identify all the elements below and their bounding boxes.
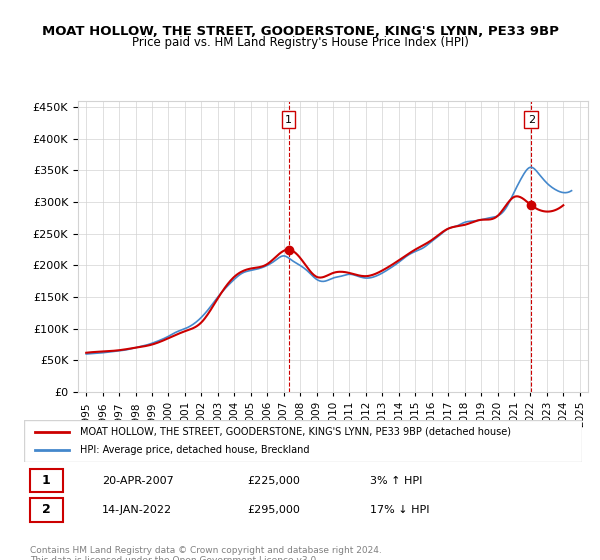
FancyBboxPatch shape <box>29 469 63 492</box>
Text: £225,000: £225,000 <box>247 476 300 486</box>
Text: Price paid vs. HM Land Registry's House Price Index (HPI): Price paid vs. HM Land Registry's House … <box>131 36 469 49</box>
Text: MOAT HOLLOW, THE STREET, GOODERSTONE, KING'S LYNN, PE33 9BP: MOAT HOLLOW, THE STREET, GOODERSTONE, KI… <box>41 25 559 38</box>
Text: HPI: Average price, detached house, Breckland: HPI: Average price, detached house, Brec… <box>80 445 310 455</box>
Text: Contains HM Land Registry data © Crown copyright and database right 2024.
This d: Contains HM Land Registry data © Crown c… <box>30 546 382 560</box>
Text: 17% ↓ HPI: 17% ↓ HPI <box>370 505 430 515</box>
Text: 1: 1 <box>42 474 50 487</box>
Text: 3% ↑ HPI: 3% ↑ HPI <box>370 476 422 486</box>
Text: £295,000: £295,000 <box>247 505 300 515</box>
Text: 20-APR-2007: 20-APR-2007 <box>102 476 174 486</box>
Text: 1: 1 <box>285 115 292 125</box>
Text: 2: 2 <box>527 115 535 125</box>
FancyBboxPatch shape <box>29 498 63 521</box>
Text: 14-JAN-2022: 14-JAN-2022 <box>102 505 172 515</box>
Text: MOAT HOLLOW, THE STREET, GOODERSTONE, KING'S LYNN, PE33 9BP (detached house): MOAT HOLLOW, THE STREET, GOODERSTONE, KI… <box>80 427 511 437</box>
Text: 2: 2 <box>42 503 50 516</box>
FancyBboxPatch shape <box>24 420 582 462</box>
